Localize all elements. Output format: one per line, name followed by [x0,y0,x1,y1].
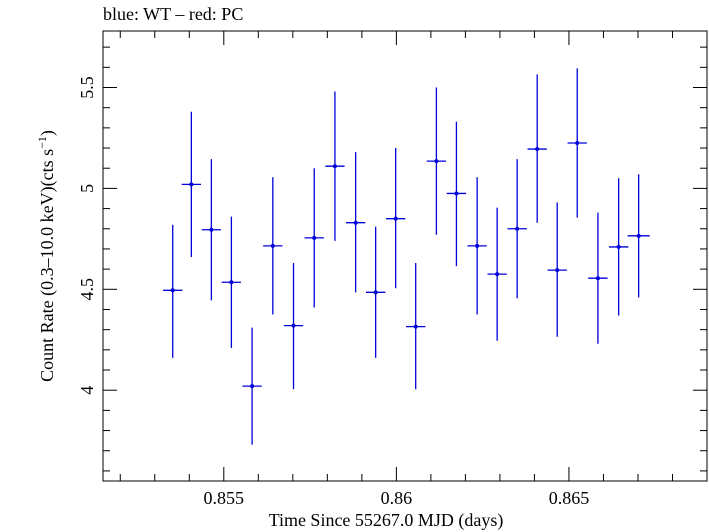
point-marker [454,191,459,196]
point-marker [595,276,600,281]
point-marker [515,226,520,231]
data-point [163,224,183,358]
x-tick-label: 0.855 [204,488,245,508]
point-marker [434,159,439,164]
point-marker [189,182,194,187]
data-point [467,177,487,315]
point-marker [209,227,214,232]
point-marker [413,324,418,329]
data-point [547,202,567,337]
y-tick-label: 5.5 [77,76,97,99]
y-axis-label: Count Rate (0.3–10.0 keV)(cts s−1) [35,130,58,382]
point-marker [250,384,255,389]
data-point [304,168,324,308]
data-point [608,178,629,316]
data-point [386,148,406,289]
point-marker [373,290,378,295]
data-point [426,87,447,235]
y-tick-label: 5 [77,184,97,193]
data-point [365,226,386,358]
x-axis-label: Time Since 55267.0 MJD (days) [269,510,504,531]
point-marker [575,140,580,145]
point-marker [555,268,560,273]
y-tick-label: 4.5 [77,278,97,301]
data-point [283,263,304,390]
chart-title: blue: WT – red: PC [103,4,244,24]
data-point [487,207,507,341]
data-point [588,212,608,344]
data-point [446,121,467,267]
y-axis-label-end: ) [37,130,58,136]
point-marker [270,243,275,248]
data-point [201,159,222,301]
data-point [567,68,587,218]
point-marker [616,244,621,249]
point-marker [475,243,480,248]
data-point [345,152,366,293]
y-axis-label-superscript: −1 [35,136,49,149]
x-tick-label: 0.865 [549,488,590,508]
point-marker [393,216,398,221]
point-marker [312,235,317,240]
point-marker [229,280,234,285]
data-point [263,177,283,315]
data-point [406,263,426,390]
y-axis-label-main: Count Rate (0.3–10.0 keV)(cts s [37,149,58,382]
data-point [242,327,262,445]
point-marker [535,147,540,152]
plot-frame [102,30,708,482]
x-tick-label: 0.86 [381,488,413,508]
point-marker [636,233,641,238]
data-point [325,91,345,241]
y-tick-label: 4 [77,386,97,395]
data-point [527,74,547,223]
point-marker [353,220,358,225]
point-marker [291,323,296,328]
point-marker [332,164,337,169]
data-point [221,216,242,348]
data-point [181,111,202,258]
data-point [627,174,650,298]
data-point [507,159,527,299]
point-marker [170,288,175,293]
point-marker [495,272,500,277]
